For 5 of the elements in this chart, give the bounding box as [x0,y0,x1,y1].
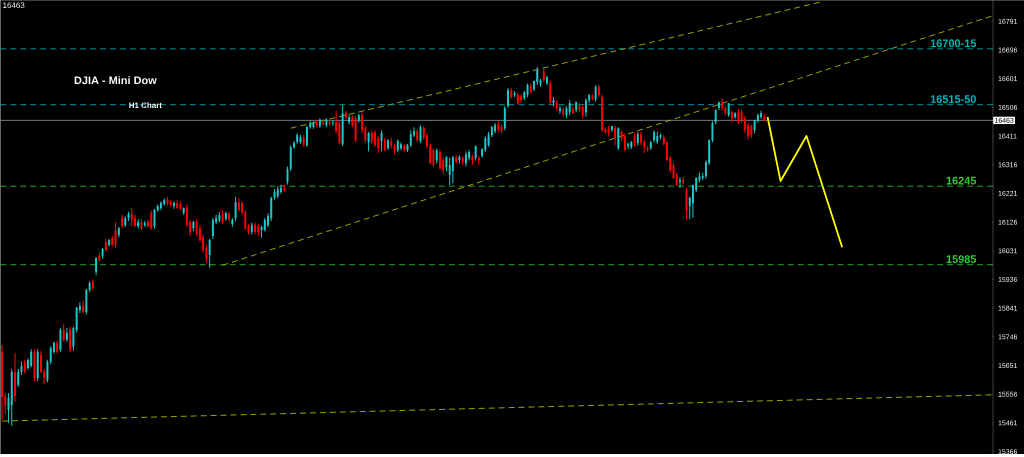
ref-line-label: 16700-15 [930,39,977,47]
ref-line-label: 16515-50 [930,95,976,103]
text: DJIA - Mini Dow [74,75,157,84]
ref-line-label: 16245 [946,176,977,185]
ref-line-label: 15985 [946,255,977,263]
